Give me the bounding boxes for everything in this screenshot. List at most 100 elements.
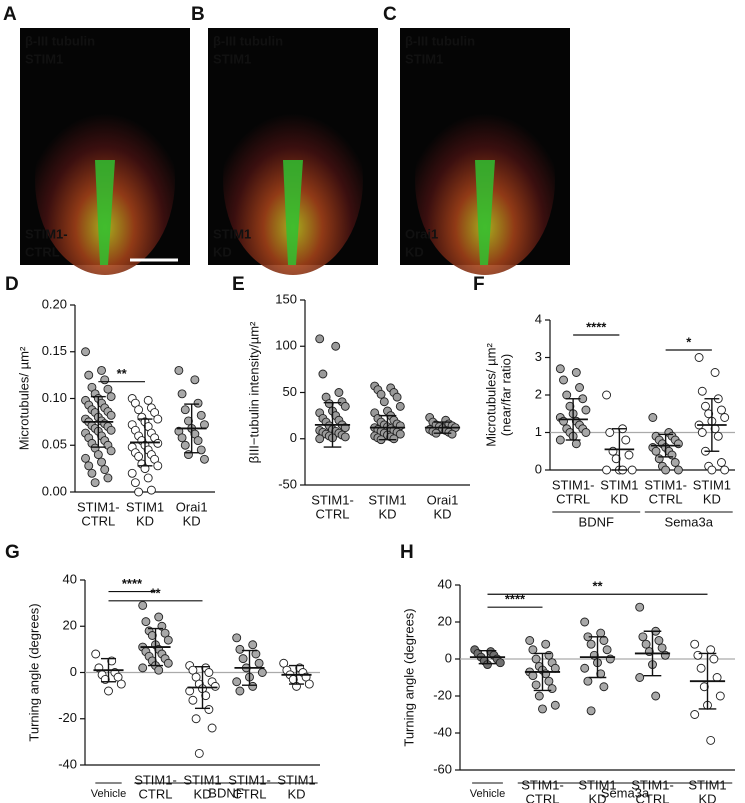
condition-label: CTRL — [25, 244, 60, 259]
x-tick-label: Orai1 — [427, 492, 459, 507]
y-tick-label: 50 — [283, 384, 297, 399]
y-tick-label: 40 — [63, 571, 77, 586]
y-tick-label: 0.20 — [42, 296, 67, 311]
data-point — [701, 401, 710, 411]
data-point — [559, 416, 568, 426]
data-point — [627, 465, 637, 475]
data-point — [651, 446, 661, 456]
panel-label: E — [232, 274, 245, 295]
data-point — [315, 434, 325, 444]
x-tick-label: KD — [378, 506, 396, 521]
data-point — [534, 691, 544, 701]
data-point — [690, 710, 700, 719]
x-tick-label: STIM1- — [228, 772, 271, 787]
x-tick-label: CTRL — [649, 491, 683, 506]
significance-label: * — [686, 334, 692, 349]
data-point — [100, 375, 110, 385]
data-point — [528, 671, 538, 681]
x-tick-label: KD — [287, 786, 305, 801]
data-point — [235, 644, 245, 654]
data-point — [710, 368, 720, 377]
significance-label: ** — [117, 366, 128, 381]
data-point — [106, 425, 116, 435]
data-point — [106, 410, 116, 420]
group-label: Sema3a — [601, 785, 650, 800]
x-tick-label: KD — [588, 791, 606, 803]
group-label: Sema3a — [665, 514, 714, 529]
data-point — [697, 386, 707, 396]
data-point — [580, 663, 590, 673]
x-tick-label: STIM1- — [631, 777, 674, 792]
data-point — [180, 405, 190, 415]
data-point — [379, 397, 389, 407]
data-point — [624, 450, 634, 460]
x-tick-label: STIM1- — [134, 772, 177, 787]
condition-label: STIM1 — [213, 226, 251, 241]
data-point — [693, 650, 703, 660]
significance-label: **** — [586, 319, 607, 334]
y-tick-label: 0.15 — [42, 343, 67, 358]
stain-label: STIM1 — [25, 51, 63, 66]
group-label: BDNF — [579, 514, 614, 529]
data-point — [580, 617, 590, 627]
data-point — [661, 465, 671, 475]
data-point — [84, 461, 94, 471]
data-point — [200, 454, 209, 464]
x-tick-label: KD — [136, 513, 154, 528]
x-tick-label: STIM1 — [578, 777, 616, 792]
condition-label: KD — [405, 244, 424, 259]
data-point — [720, 465, 730, 475]
y-tick-label: 100 — [275, 338, 297, 353]
data-point — [106, 392, 116, 402]
data-point — [706, 645, 716, 655]
data-point — [334, 388, 344, 397]
data-point — [81, 347, 90, 357]
y-tick-label: 20 — [63, 618, 77, 633]
data-point — [200, 420, 209, 430]
x-tick-label: STIM1 — [183, 772, 221, 787]
data-point — [376, 389, 386, 399]
data-point — [194, 748, 204, 758]
stain-label: β-III tubulin — [213, 33, 283, 48]
x-tick-label: STIM1 — [277, 772, 315, 787]
x-tick-label: STIM1- — [644, 477, 687, 492]
data-point — [196, 445, 206, 455]
data-point — [138, 663, 148, 673]
data-point — [103, 384, 113, 394]
data-point — [602, 465, 612, 475]
condition-label: Orai1 — [405, 226, 438, 241]
x-tick-label: STIM1 — [126, 499, 164, 514]
data-point — [191, 714, 201, 724]
data-point — [495, 658, 505, 668]
significance-label: ** — [150, 585, 161, 600]
stain-label: STIM1 — [213, 51, 251, 66]
data-point — [673, 465, 683, 475]
data-point — [248, 640, 258, 650]
data-point — [583, 676, 593, 686]
data-point — [190, 375, 200, 385]
panel-label: C — [383, 4, 397, 25]
data-point — [697, 428, 707, 437]
data-point — [184, 416, 193, 426]
data-point — [559, 375, 568, 385]
data-point — [715, 691, 725, 701]
y-tick-label: 3 — [535, 349, 542, 364]
data-point — [193, 398, 203, 408]
group-label: Vehicle — [91, 788, 126, 800]
x-tick-label: KD — [698, 791, 716, 803]
y-tick-label: 0.10 — [42, 390, 67, 405]
data-point — [318, 369, 328, 379]
y-tick-label: -20 — [433, 687, 452, 702]
data-point — [555, 364, 565, 374]
data-point — [254, 658, 264, 668]
condition-label: STIM1- — [25, 226, 68, 241]
y-axis-label: (near/far ratio) — [498, 354, 513, 436]
data-point — [134, 487, 144, 497]
data-point — [547, 684, 557, 694]
data-point — [97, 457, 106, 467]
data-point — [555, 435, 565, 445]
x-tick-label: CTRL — [81, 513, 115, 528]
data-point — [544, 650, 554, 660]
data-point — [395, 401, 405, 411]
data-point — [657, 643, 667, 653]
